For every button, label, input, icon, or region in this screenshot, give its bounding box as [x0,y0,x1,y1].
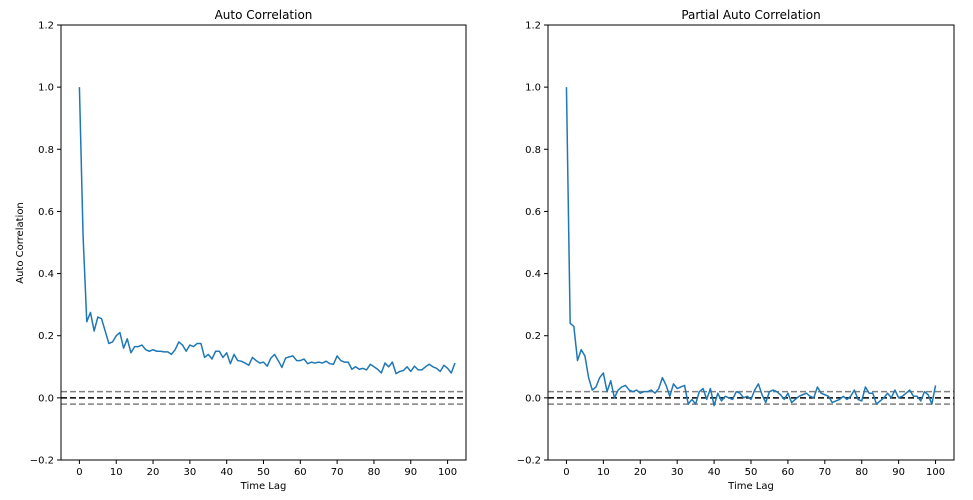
acf-x-tick-label: 70 [331,467,344,478]
pacf-x-tick-label: 10 [597,467,610,478]
acf-y-tick-label: −0.2 [30,456,54,467]
pacf-x-axis-label: Time Lag [727,481,774,492]
pacf-y-tick-label: 0.0 [525,393,541,404]
acf-plot-frame [60,24,467,461]
acf-y-tick-label: 0.4 [38,269,54,280]
pacf-x-tick-label: 70 [818,467,831,478]
pacf-x-tick-label: 40 [708,467,721,478]
acf-x-tick-label: 60 [294,467,307,478]
acf-x-tick-label: 50 [257,467,270,478]
pacf-series-line [565,87,937,407]
acf-reference-lines [61,390,466,405]
pacf-y-tick-label: 0.4 [525,269,541,280]
acf-y-tick-label: 0.2 [38,331,54,342]
acf-x-tick-label: 10 [110,467,123,478]
acf-ticks: 0 10 20 30 40 50 60 70 80 90 100 −0.2 0.0 0.2 0.4 0.6 0.… [30,21,457,479]
pacf-x-tick-label: 90 [892,467,905,478]
acf-y-tick-label: 0.8 [38,145,54,156]
pacf-y-tick-label: 0.2 [525,331,541,342]
acf-x-tick-label: 30 [183,467,196,478]
pacf-title: Partial Auto Correlation [681,8,820,22]
pacf-x-tick-label: 20 [634,467,647,478]
pacf-y-tick-label: −0.2 [517,456,541,467]
pacf-y-tick-label: 1.2 [525,21,541,32]
acf-series-line [78,87,456,375]
pacf-x-tick-label: 60 [782,467,795,478]
pacf-panel: Partial Auto Correlation Time Lag 0 10 20 3… [517,8,955,492]
acf-panel: Auto Correlation Auto Correlation Time L… [15,8,467,492]
pacf-y-tick-label: 0.6 [525,207,541,218]
acf-x-tick-label: 0 [76,467,82,478]
acf-x-tick-label: 100 [438,467,457,478]
acf-x-axis-label: Time Lag [240,481,287,492]
pacf-x-tick-label: 100 [926,467,945,478]
acf-title: Auto Correlation [215,8,313,22]
pacf-x-tick-label: 30 [671,467,684,478]
pacf-ticks: 0 10 20 30 40 50 60 70 80 90 100 −0.2 0.0 0.2 0.4 0.6 0.… [517,21,945,479]
pacf-x-tick-label: 0 [563,467,569,478]
pacf-x-tick-label: 50 [745,467,758,478]
acf-x-tick-label: 20 [147,467,160,478]
pacf-x-tick-label: 80 [855,467,868,478]
pacf-y-tick-label: 1.0 [525,83,541,94]
pacf-plot-frame [547,24,955,461]
acf-x-tick-label: 80 [368,467,381,478]
acf-x-tick-label: 40 [220,467,233,478]
acf-y-axis-label: Auto Correlation [15,202,26,284]
pacf-y-tick-label: 0.8 [525,145,541,156]
acf-y-tick-label: 0.6 [38,207,54,218]
acf-y-tick-label: 0.0 [38,393,54,404]
acf-y-tick-label: 1.2 [38,21,54,32]
acf-x-tick-label: 90 [404,467,417,478]
acf-y-tick-label: 1.0 [38,83,54,94]
